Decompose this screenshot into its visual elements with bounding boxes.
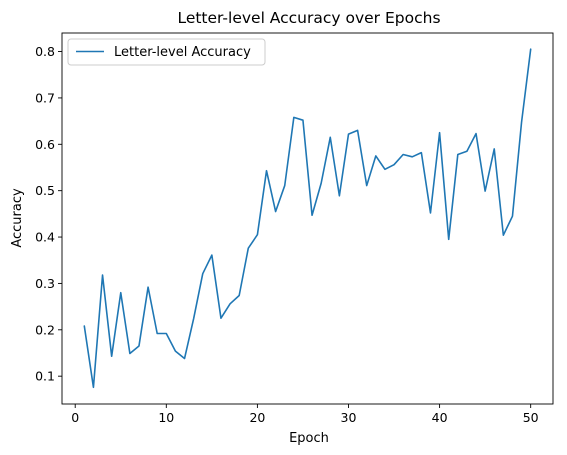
x-tick-label: 30 [341,410,357,425]
chart-title: Letter-level Accuracy over Epochs [177,9,440,27]
plot-frame [61,32,554,405]
y-tick-label: 0.1 [35,369,55,384]
series-layer [83,48,532,389]
y-tick-label: 0.7 [35,90,55,105]
y-tick-label: 0.5 [35,183,55,198]
y-tick-label: 0.2 [35,322,55,337]
y-tick-label: 0.6 [35,137,55,152]
x-tick-label: 0 [71,410,79,425]
y-axis: 0.1 0.2 0.3 0.4 0.5 0.6 0.7 0.8 [35,44,62,384]
legend-label: Letter-level Accuracy [114,45,251,60]
x-axis: 0 10 20 30 40 50 [71,404,539,425]
y-tick-label: 0.3 [35,276,55,291]
series-line-letter-level-accuracy [83,48,532,389]
y-tick-label: 0.4 [35,230,55,245]
x-tick-label: 50 [523,410,539,425]
x-tick-label: 40 [432,410,448,425]
x-tick-label: 20 [249,410,265,425]
y-axis-title: Accuracy [10,188,25,248]
x-axis-title: Epoch [289,431,329,446]
x-tick-label: 10 [158,410,174,425]
legend-box [67,38,266,66]
y-tick-label: 0.8 [35,44,55,59]
legend: Letter-level Accuracy [67,38,266,66]
plot-area [61,32,554,405]
